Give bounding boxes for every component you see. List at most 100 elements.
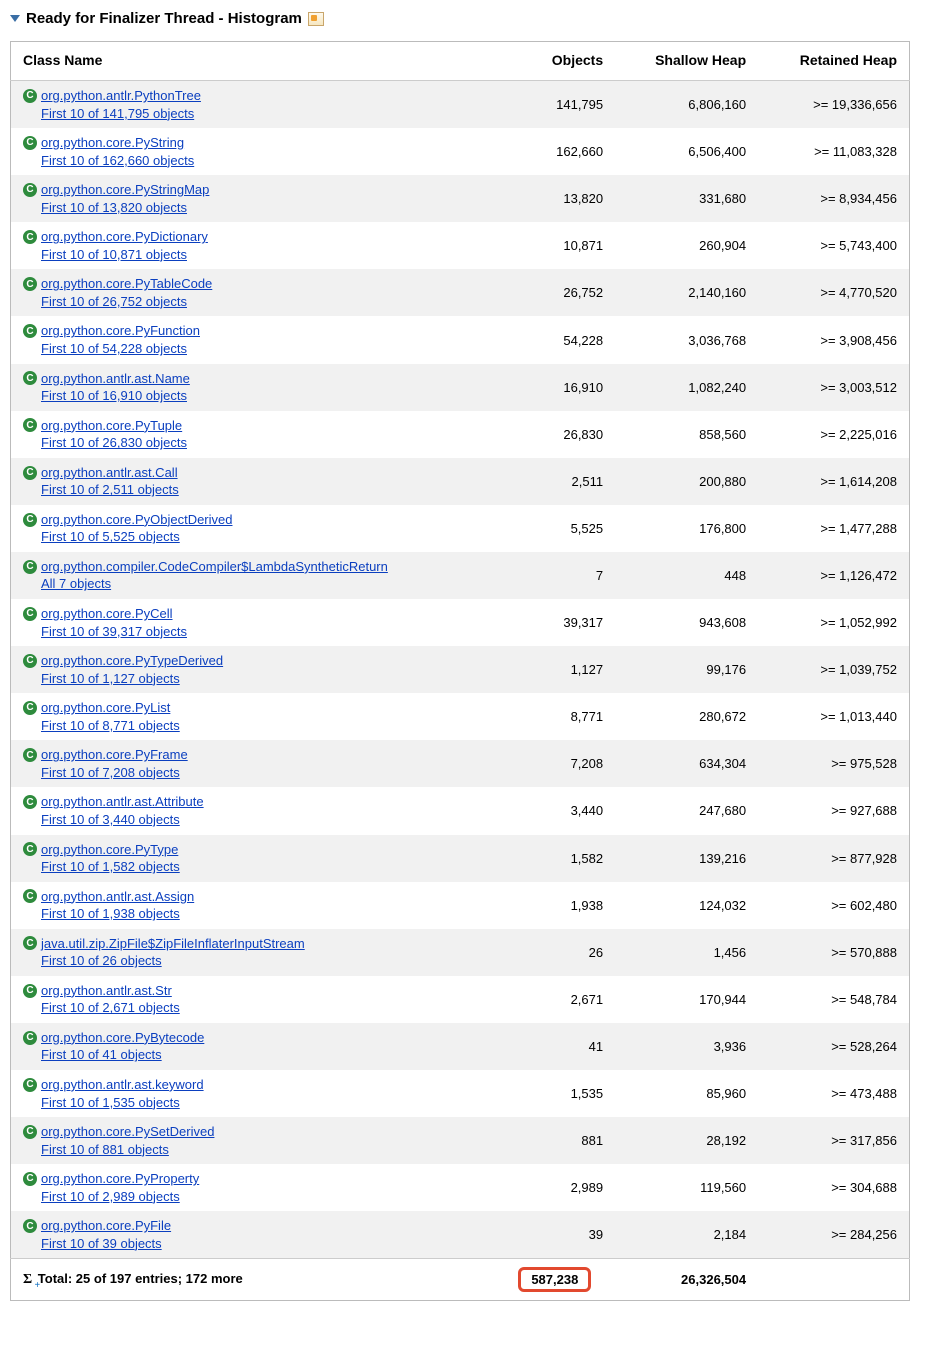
objects-subset-link[interactable]: First 10 of 1,938 objects (41, 906, 180, 921)
class-link[interactable]: org.python.core.PyTypeDerived (41, 652, 223, 670)
class-icon: C (23, 560, 37, 574)
class-link[interactable]: org.python.core.PyFile (41, 1217, 171, 1235)
retained-heap-value: >= 284,256 (758, 1211, 909, 1259)
objects-subset-link[interactable]: First 10 of 10,871 objects (41, 247, 187, 262)
class-link[interactable]: java.util.zip.ZipFile$ZipFileInflaterInp… (41, 935, 305, 953)
objects-subset-link[interactable]: First 10 of 13,820 objects (41, 200, 187, 215)
col-class-name[interactable]: Class Name (11, 42, 495, 81)
objects-subset-link[interactable]: First 10 of 3,440 objects (41, 812, 180, 827)
retained-heap-value: >= 528,264 (758, 1023, 909, 1070)
retained-heap-value: >= 1,477,288 (758, 505, 909, 552)
class-link[interactable]: org.python.antlr.PythonTree (41, 87, 201, 105)
retained-heap-value: >= 11,083,328 (758, 128, 909, 175)
objects-value: 7,208 (495, 740, 616, 787)
objects-subset-link[interactable]: First 10 of 162,660 objects (41, 153, 194, 168)
objects-value: 1,535 (495, 1070, 616, 1117)
class-link[interactable]: org.python.core.PyTuple (41, 417, 182, 435)
class-link[interactable]: org.python.antlr.ast.Assign (41, 888, 194, 906)
class-link[interactable]: org.python.core.PyFunction (41, 322, 200, 340)
objects-value: 2,989 (495, 1164, 616, 1211)
class-icon: C (23, 889, 37, 903)
retained-heap-value: >= 927,688 (758, 787, 909, 834)
query-editor-icon[interactable] (308, 12, 324, 26)
objects-subset-link[interactable]: All 7 objects (41, 576, 111, 591)
histogram-table: Class Name Objects Shallow Heap Retained… (10, 41, 910, 1301)
objects-value: 162,660 (495, 128, 616, 175)
class-link[interactable]: org.python.core.PyDictionary (41, 228, 208, 246)
class-link[interactable]: org.python.core.PyStringMap (41, 181, 209, 199)
objects-subset-link[interactable]: First 10 of 26,830 objects (41, 435, 187, 450)
objects-subset-link[interactable]: First 10 of 1,535 objects (41, 1095, 180, 1110)
total-objects-highlight: 587,238 (518, 1267, 591, 1292)
shallow-heap-value: 634,304 (615, 740, 758, 787)
shallow-heap-value: 170,944 (615, 976, 758, 1023)
class-name-cell: Corg.python.antlr.ast.AttributeFirst 10 … (11, 787, 495, 834)
objects-subset-link[interactable]: First 10 of 2,511 objects (41, 482, 179, 497)
objects-subset-link[interactable]: First 10 of 39,317 objects (41, 624, 187, 639)
class-link[interactable]: org.python.core.PyBytecode (41, 1029, 204, 1047)
shallow-heap-value: 139,216 (615, 835, 758, 882)
class-link[interactable]: org.python.core.PyObjectDerived (41, 511, 232, 529)
class-link[interactable]: org.python.antlr.ast.Call (41, 464, 178, 482)
class-name-cell: Corg.python.core.PyPropertyFirst 10 of 2… (11, 1164, 495, 1211)
objects-subset-link[interactable]: First 10 of 26,752 objects (41, 294, 187, 309)
objects-subset-link[interactable]: First 10 of 26 objects (41, 953, 162, 968)
retained-heap-value: >= 3,908,456 (758, 316, 909, 363)
class-link[interactable]: org.python.core.PyType (41, 841, 178, 859)
col-retained-heap[interactable]: Retained Heap (758, 42, 909, 81)
class-link[interactable]: org.python.core.PyProperty (41, 1170, 199, 1188)
objects-subset-link[interactable]: First 10 of 7,208 objects (41, 765, 180, 780)
table-row: Corg.python.core.PyPropertyFirst 10 of 2… (11, 1164, 910, 1211)
shallow-heap-value: 2,184 (615, 1211, 758, 1259)
shallow-heap-value: 85,960 (615, 1070, 758, 1117)
shallow-heap-value: 119,560 (615, 1164, 758, 1211)
class-icon: C (23, 277, 37, 291)
class-link[interactable]: org.python.core.PyList (41, 699, 170, 717)
class-link[interactable]: org.python.antlr.ast.Str (41, 982, 172, 1000)
class-link[interactable]: org.python.core.PyCell (41, 605, 173, 623)
class-link[interactable]: org.python.antlr.ast.keyword (41, 1076, 204, 1094)
objects-subset-link[interactable]: First 10 of 54,228 objects (41, 341, 187, 356)
objects-subset-link[interactable]: First 10 of 2,671 objects (41, 1000, 180, 1015)
class-link[interactable]: org.python.core.PyFrame (41, 746, 188, 764)
table-row: Corg.python.core.PyCellFirst 10 of 39,31… (11, 599, 910, 646)
class-icon: C (23, 371, 37, 385)
objects-subset-link[interactable]: First 10 of 41 objects (41, 1047, 162, 1062)
shallow-heap-value: 200,880 (615, 458, 758, 505)
col-objects[interactable]: Objects (495, 42, 616, 81)
total-objects: 587,238 (495, 1259, 616, 1301)
objects-value: 7 (495, 552, 616, 599)
objects-subset-link[interactable]: First 10 of 5,525 objects (41, 529, 180, 544)
objects-subset-link[interactable]: First 10 of 881 objects (41, 1142, 169, 1157)
class-link[interactable]: org.python.compiler.CodeCompiler$LambdaS… (41, 558, 388, 576)
objects-subset-link[interactable]: First 10 of 16,910 objects (41, 388, 187, 403)
table-row: Corg.python.core.PyDictionaryFirst 10 of… (11, 222, 910, 269)
class-name-cell: Corg.python.core.PyTypeDerivedFirst 10 o… (11, 646, 495, 693)
col-shallow-heap[interactable]: Shallow Heap (615, 42, 758, 81)
objects-subset-link[interactable]: First 10 of 2,989 objects (41, 1189, 180, 1204)
class-name-cell: Corg.python.core.PyBytecodeFirst 10 of 4… (11, 1023, 495, 1070)
shallow-heap-value: 28,192 (615, 1117, 758, 1164)
objects-subset-link[interactable]: First 10 of 8,771 objects (41, 718, 180, 733)
shallow-heap-value: 247,680 (615, 787, 758, 834)
objects-value: 10,871 (495, 222, 616, 269)
class-link[interactable]: org.python.antlr.ast.Attribute (41, 793, 204, 811)
retained-heap-value: >= 5,743,400 (758, 222, 909, 269)
class-link[interactable]: org.python.core.PyString (41, 134, 184, 152)
objects-subset-link[interactable]: First 10 of 141,795 objects (41, 106, 194, 121)
collapse-toggle-icon[interactable] (10, 15, 20, 22)
objects-subset-link[interactable]: First 10 of 1,582 objects (41, 859, 180, 874)
objects-value: 39 (495, 1211, 616, 1259)
retained-heap-value: >= 1,126,472 (758, 552, 909, 599)
shallow-heap-value: 2,140,160 (615, 269, 758, 316)
objects-subset-link[interactable]: First 10 of 1,127 objects (41, 671, 180, 686)
class-name-cell: Corg.python.core.PyListFirst 10 of 8,771… (11, 693, 495, 740)
sigma-icon: Σ+ (23, 1272, 34, 1287)
table-row: Corg.python.core.PyTypeFirst 10 of 1,582… (11, 835, 910, 882)
class-link[interactable]: org.python.core.PyTableCode (41, 275, 212, 293)
objects-subset-link[interactable]: First 10 of 39 objects (41, 1236, 162, 1251)
objects-value: 16,910 (495, 364, 616, 411)
class-link[interactable]: org.python.antlr.ast.Name (41, 370, 190, 388)
class-link[interactable]: org.python.core.PySetDerived (41, 1123, 214, 1141)
objects-value: 3,440 (495, 787, 616, 834)
